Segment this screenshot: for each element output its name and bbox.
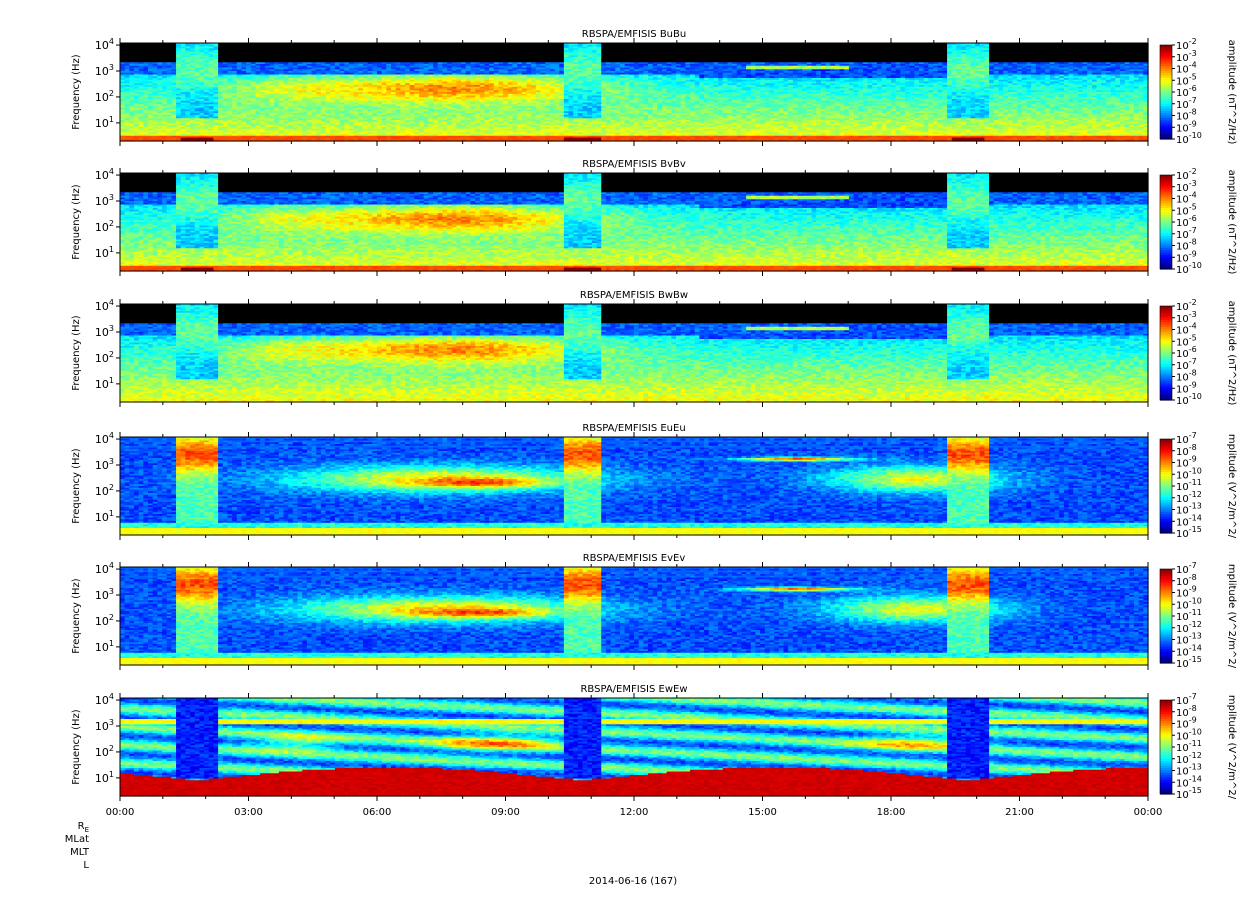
- heatmap-cells: [120, 43, 1149, 142]
- spectrogram-panel-1: RBSPA/EMFISIS BuBu101102103104Frequency …: [71, 29, 1237, 146]
